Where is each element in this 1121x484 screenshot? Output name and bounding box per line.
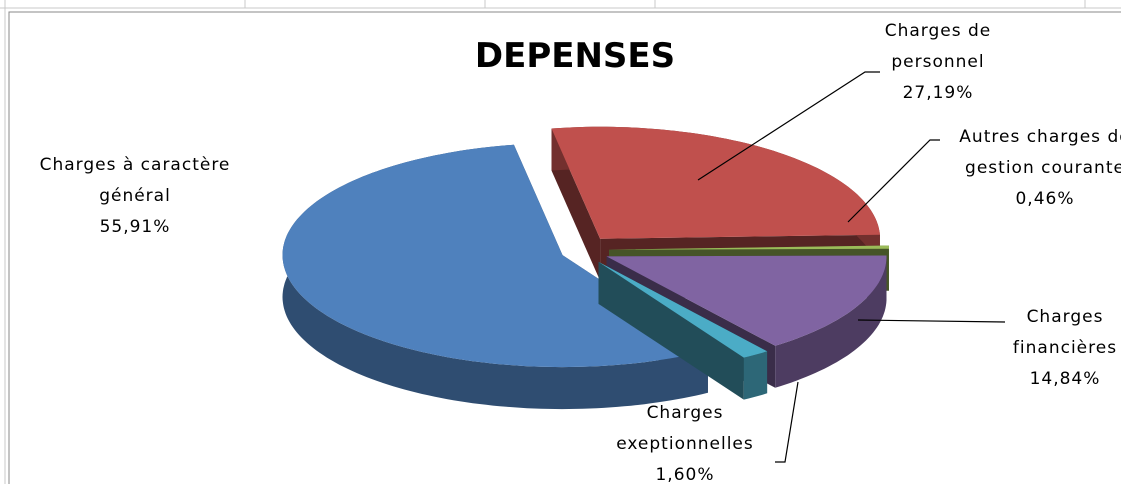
data-label: Autres charges de gestion courante 0,46%	[935, 122, 1121, 215]
value-label: 14,84%	[1029, 369, 1101, 389]
leader-lines	[697, 71, 1006, 463]
category-name: Autres charges de gestion courante	[959, 127, 1121, 178]
category-name: Charges de personnel	[884, 21, 992, 72]
slice	[606, 255, 887, 346]
slice	[282, 144, 708, 368]
slice-side	[775, 255, 887, 388]
slice-side	[282, 144, 708, 410]
value-label: 1,60%	[655, 465, 715, 484]
value-label: 55,91%	[99, 217, 171, 237]
category-name: Charges à caractère général	[39, 155, 231, 206]
value-label: 27,19%	[902, 83, 974, 103]
category-name: Charges financières	[1012, 307, 1118, 358]
slice-side	[743, 351, 768, 400]
data-label: Charges de personnel 27,19%	[868, 16, 1008, 109]
slice-cut-face	[598, 261, 744, 400]
value-label: 0,46%	[1015, 189, 1075, 209]
data-label: Charges financières 14,84%	[985, 302, 1121, 395]
slice	[609, 245, 889, 250]
data-label: Charges exeptionnelles 1,60%	[610, 398, 760, 484]
data-label: Charges à caractère général 55,91%	[20, 150, 250, 243]
slice	[598, 261, 768, 358]
category-name: Charges exeptionnelles	[616, 403, 754, 454]
chart-border	[8, 11, 1121, 484]
slice	[551, 126, 880, 239]
chart-title: DEPENSES	[474, 36, 676, 76]
